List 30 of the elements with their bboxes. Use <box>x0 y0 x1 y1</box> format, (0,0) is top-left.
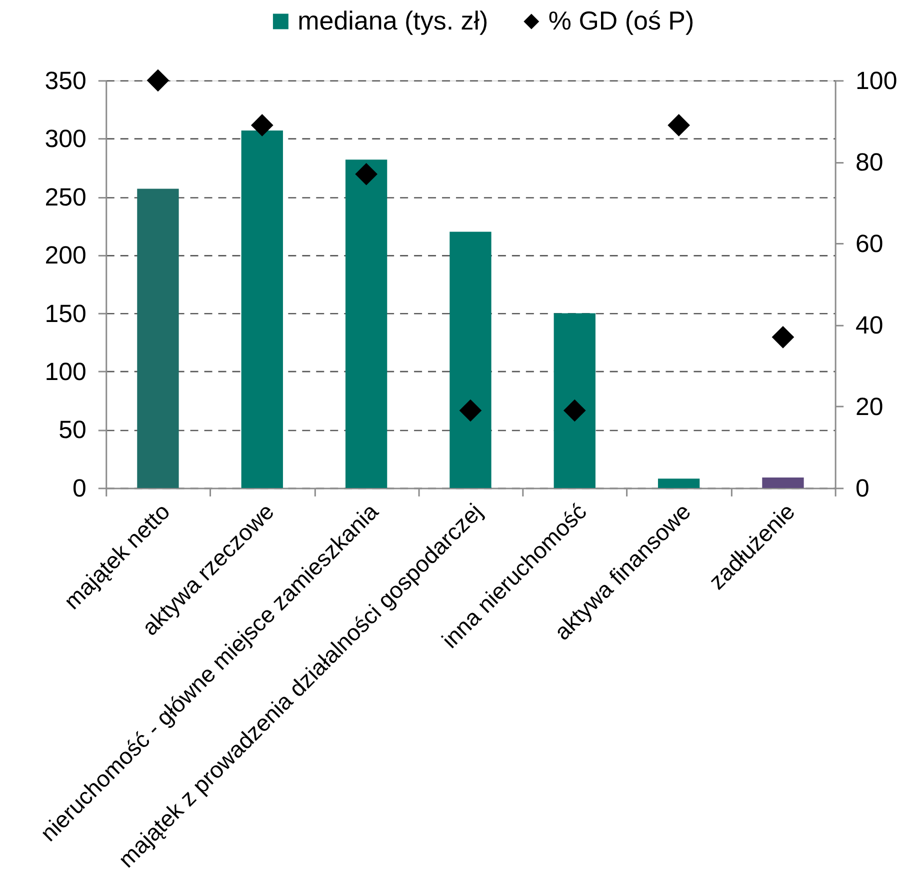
y-tick-label: 250 <box>44 183 86 212</box>
point <box>668 114 690 136</box>
point <box>772 326 794 348</box>
bar <box>554 313 596 488</box>
bar <box>345 160 388 488</box>
y2-tick-label: 80 <box>856 148 884 176</box>
y-tick-label: 150 <box>44 300 86 328</box>
y2-tick-label: 20 <box>856 392 884 421</box>
y2-tick-label: 0 <box>856 474 870 502</box>
bar <box>241 130 283 488</box>
y-tick-label: 200 <box>44 242 86 270</box>
bar <box>762 477 804 488</box>
legend-label: mediana (tys. zł) <box>298 5 488 36</box>
bar <box>137 188 179 488</box>
y2-tick-label: 60 <box>856 230 884 258</box>
y-tick-label: 300 <box>44 125 86 154</box>
y-tick-label: 350 <box>44 66 86 95</box>
y-tick-label: 0 <box>72 474 86 502</box>
bar <box>658 478 700 488</box>
y-tick-label: 100 <box>44 358 86 386</box>
y2-tick-label: 100 <box>856 66 898 95</box>
y-tick-label: 50 <box>58 416 86 444</box>
point <box>355 162 378 186</box>
y2-tick-label: 40 <box>856 311 884 340</box>
point <box>459 399 482 422</box>
point <box>563 399 586 422</box>
bar <box>450 232 492 488</box>
point <box>250 114 274 136</box>
legend-label: % GD (oś P) <box>548 5 694 36</box>
point <box>146 69 170 92</box>
